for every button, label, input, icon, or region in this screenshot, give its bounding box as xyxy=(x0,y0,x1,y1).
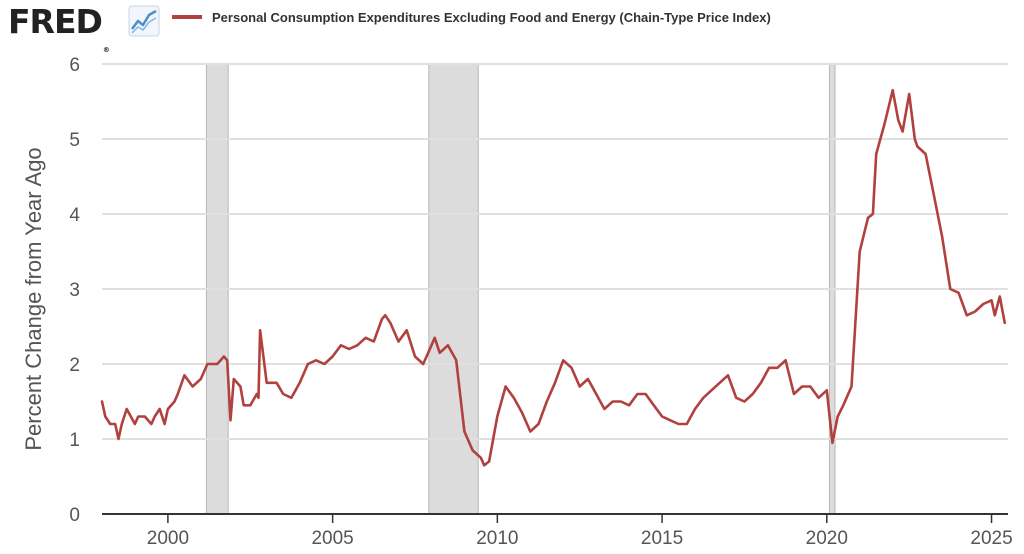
x-tick-label-2005: 2005 xyxy=(311,528,353,549)
x-tick-label-2020: 2020 xyxy=(806,528,848,549)
y-tick-label-6: 6 xyxy=(69,55,80,76)
legend-swatch xyxy=(172,15,202,19)
chart-legend: Personal Consumption Expenditures Exclud… xyxy=(172,6,771,28)
x-axis-ticks: 2000 2005 2010 2015 2020 2025 xyxy=(147,514,1013,549)
series-layer xyxy=(100,88,1007,467)
grid-lines xyxy=(102,63,1008,440)
fred-logo[interactable]: FRED ® xyxy=(8,2,110,54)
y-tick-label-1: 1 xyxy=(69,430,80,451)
registered-mark: ® xyxy=(102,46,110,54)
y-axis-label: Percent Change from Year Ago xyxy=(21,147,46,450)
x-tick-label-2010: 2010 xyxy=(476,528,518,549)
chart-header: FRED ® Personal Consumption Expenditures … xyxy=(0,0,1024,54)
x-tick-label-2015: 2015 xyxy=(641,528,683,549)
y-tick-label-5: 5 xyxy=(69,130,80,151)
y-axis-ticks: 0 1 2 3 4 5 6 xyxy=(69,55,80,526)
series-line-1[interactable] xyxy=(100,88,1007,467)
x-tick-label-2000: 2000 xyxy=(147,528,189,549)
y-tick-label-4: 4 xyxy=(69,205,80,226)
line-chart-icon xyxy=(128,5,160,37)
legend-label[interactable]: Personal Consumption Expenditures Exclud… xyxy=(212,9,771,25)
y-tick-label-0: 0 xyxy=(69,505,80,526)
fred-logo-text: FRED xyxy=(8,2,103,41)
y-tick-label-2: 2 xyxy=(69,355,80,376)
y-tick-label-3: 3 xyxy=(69,280,80,301)
x-tick-label-2025: 2025 xyxy=(970,528,1012,549)
